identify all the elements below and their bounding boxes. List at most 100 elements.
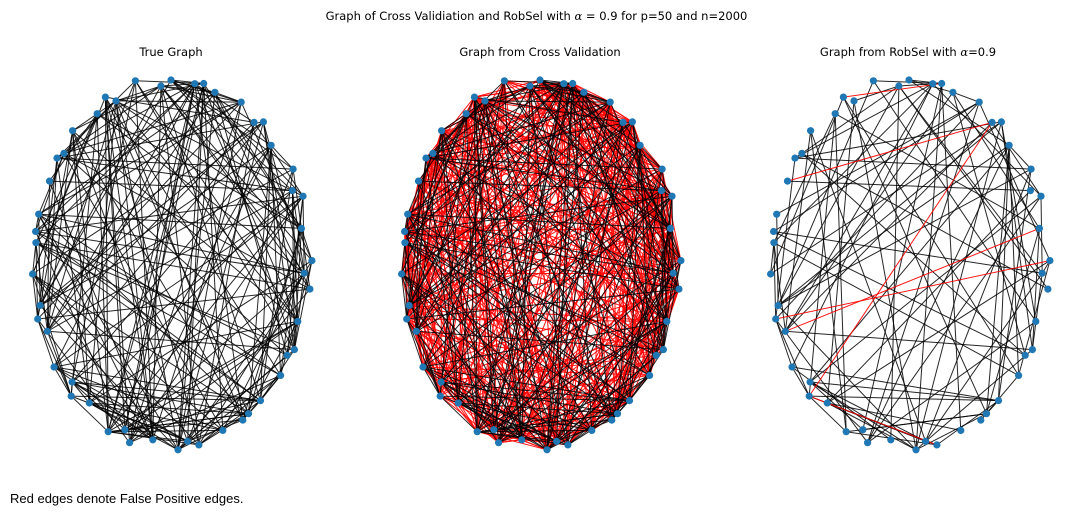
true-edge bbox=[404, 101, 611, 232]
graph-node bbox=[560, 80, 568, 88]
graph-node bbox=[646, 371, 654, 379]
true-edge bbox=[35, 101, 242, 232]
true-edge bbox=[457, 100, 486, 404]
selected-edge bbox=[775, 318, 869, 443]
selected-edge bbox=[777, 305, 917, 451]
true-edge bbox=[160, 85, 305, 274]
graph-node bbox=[50, 363, 58, 371]
graph-node bbox=[767, 270, 775, 278]
selected-edge bbox=[1000, 121, 1033, 350]
true-edge bbox=[567, 375, 650, 446]
true-edge bbox=[401, 273, 408, 320]
graph-node bbox=[244, 410, 253, 418]
graph-node bbox=[929, 80, 937, 88]
graph-node bbox=[157, 82, 165, 90]
graph-node bbox=[949, 88, 957, 96]
true-edge bbox=[418, 180, 523, 440]
graph-node bbox=[43, 327, 52, 335]
false-positive-edge bbox=[440, 395, 592, 431]
true-edge bbox=[404, 242, 664, 351]
selected-edge bbox=[794, 121, 1002, 159]
graph-node bbox=[306, 285, 314, 293]
true-edge bbox=[104, 97, 109, 432]
false-positive-edge bbox=[546, 83, 565, 450]
true-edge bbox=[129, 83, 196, 443]
selected-edge bbox=[915, 83, 943, 450]
true-edge bbox=[631, 121, 668, 322]
true-edge bbox=[529, 85, 584, 93]
graph-node bbox=[564, 441, 572, 449]
selected-edge bbox=[925, 272, 1043, 442]
graph-node bbox=[473, 428, 481, 436]
graph-node bbox=[657, 187, 666, 195]
true-edge bbox=[660, 190, 674, 274]
graph-node bbox=[982, 410, 991, 418]
graph-node bbox=[69, 127, 77, 135]
graph-node bbox=[608, 416, 616, 424]
graph-node bbox=[823, 399, 831, 407]
selected-edge bbox=[770, 242, 775, 275]
false-positive-edge bbox=[457, 122, 624, 404]
true-edge bbox=[422, 366, 592, 431]
graph-node bbox=[131, 77, 139, 85]
graph-node bbox=[31, 227, 40, 236]
robsel-graph-panel bbox=[767, 76, 1054, 454]
graph-node bbox=[988, 118, 996, 126]
true-edge bbox=[639, 144, 663, 170]
false-positive-edge bbox=[808, 122, 993, 397]
graph-node bbox=[668, 192, 676, 200]
graph-node bbox=[957, 426, 965, 434]
selected-edge bbox=[808, 395, 847, 433]
graph-node bbox=[299, 192, 307, 200]
selected-edge bbox=[773, 231, 1026, 356]
graph-node bbox=[126, 439, 134, 447]
true-edge bbox=[194, 83, 244, 421]
true-edge bbox=[71, 195, 304, 383]
true-edge bbox=[473, 97, 523, 440]
true-edge bbox=[425, 80, 505, 159]
false-positive-edge bbox=[465, 113, 500, 443]
selected-edge bbox=[777, 85, 900, 306]
graph-node bbox=[783, 177, 792, 185]
true-edge bbox=[270, 144, 294, 170]
graph-node bbox=[470, 93, 478, 101]
graph-node bbox=[174, 446, 182, 454]
graph-node bbox=[1021, 351, 1029, 359]
true-edge bbox=[473, 97, 495, 430]
graph-node bbox=[895, 82, 903, 90]
true-edge bbox=[477, 419, 612, 433]
true-edge bbox=[546, 92, 585, 450]
true-edge bbox=[72, 130, 90, 404]
graph-node bbox=[289, 165, 297, 173]
true-edge bbox=[439, 395, 478, 433]
false-positive-edge bbox=[440, 381, 478, 432]
graph-node bbox=[436, 392, 444, 400]
graph-node bbox=[429, 149, 437, 157]
true-edge bbox=[242, 400, 261, 421]
false-positive-edge bbox=[843, 83, 942, 98]
false-positive-edge bbox=[406, 227, 671, 320]
true-edge bbox=[32, 273, 249, 415]
true-edge bbox=[89, 402, 249, 415]
true-edge bbox=[404, 231, 630, 401]
true-edge bbox=[408, 121, 633, 306]
selected-edge bbox=[867, 101, 980, 443]
graph-node bbox=[149, 436, 157, 444]
true-edge bbox=[432, 101, 611, 154]
true-edge bbox=[63, 153, 224, 431]
graph-node bbox=[652, 351, 660, 359]
true-edge bbox=[476, 83, 565, 432]
graph-node bbox=[788, 363, 796, 371]
true-edge bbox=[473, 97, 478, 432]
true-edge bbox=[115, 100, 154, 440]
graph-node bbox=[53, 154, 61, 162]
graph-node bbox=[93, 110, 101, 118]
true-edge bbox=[408, 85, 531, 306]
true-edge bbox=[440, 80, 505, 383]
true-edge bbox=[401, 273, 569, 446]
true-edge bbox=[70, 113, 98, 397]
true-edge bbox=[47, 122, 255, 332]
true-edge bbox=[177, 354, 288, 451]
selected-edge bbox=[867, 320, 1037, 444]
